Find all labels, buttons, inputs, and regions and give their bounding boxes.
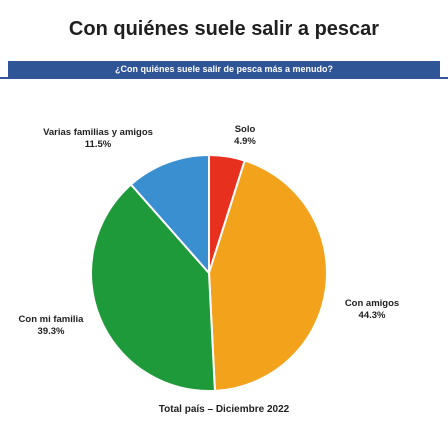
slice-name-solo: Solo: [234, 124, 256, 135]
footer-note: Total país – Diciembre 2022: [158, 404, 290, 415]
slice-value-con-amigos: 44.3%: [358, 310, 386, 321]
slice-name-varias-familias: Varias familias y amigos: [43, 127, 153, 138]
slice-value-varias-familias: 11.5%: [84, 139, 112, 150]
slice-label-con-amigos: Con amigos 44.3%: [332, 298, 412, 322]
chart-title: Con quiénes suele salir a pescar: [68, 18, 380, 40]
pie-slice-2: [90, 183, 216, 392]
pie-slice-3: [129, 153, 210, 276]
slice-name-con-amigos: Con amigos: [344, 298, 400, 309]
slice-value-con-mi-familia: 39.3%: [37, 326, 65, 337]
question-banner: ¿Con quiénes suele salir de pesca más a …: [8, 61, 440, 77]
slice-value-solo: 4.9%: [234, 136, 256, 147]
slice-label-varias-familias: Varias familias y amigos 11.5%: [24, 127, 172, 151]
banner-rule: [0, 77, 448, 79]
pie-slice-1: [207, 159, 328, 392]
slice-label-con-mi-familia: Con mi familia 39.3%: [6, 314, 96, 338]
slice-label-solo: Solo 4.9%: [210, 124, 280, 148]
slice-name-con-mi-familia: Con mi familia: [18, 314, 84, 325]
